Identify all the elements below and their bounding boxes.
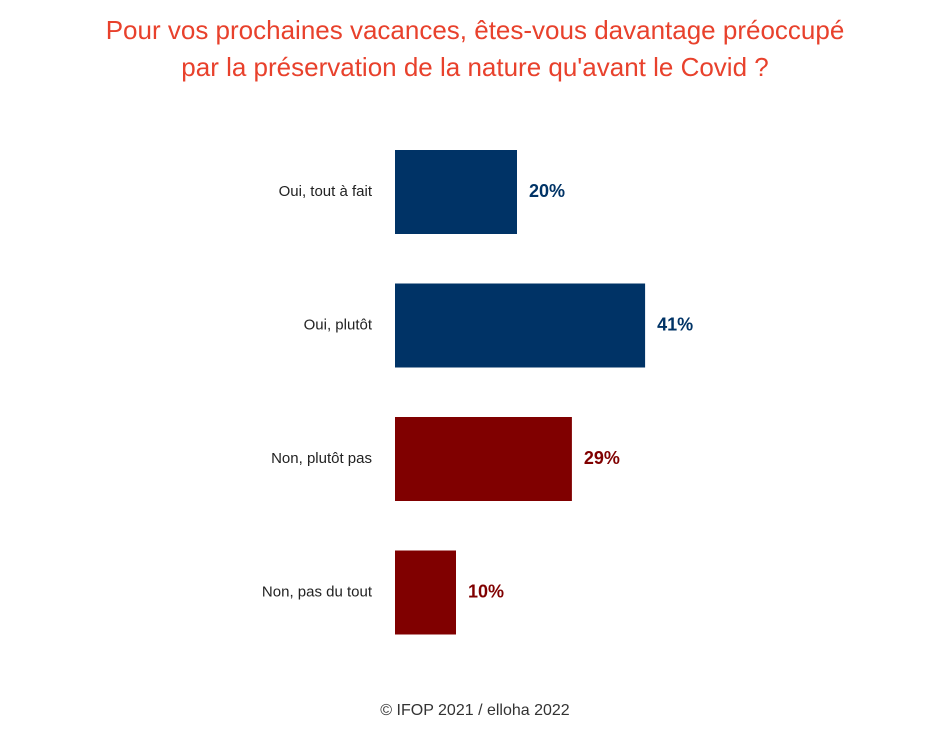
chart-title: Pour vos prochaines vacances, êtes-vous … xyxy=(0,12,950,86)
category-label-3: Non, plutôt pas xyxy=(271,450,372,467)
category-label-2: Oui, plutôt xyxy=(304,316,373,333)
value-label-4: 10% xyxy=(468,581,504,601)
chart-title-line-1: Pour vos prochaines vacances, êtes-vous … xyxy=(105,15,845,45)
value-label-2: 41% xyxy=(657,314,693,334)
chart-title-line-2: par la préservation de la nature qu'avan… xyxy=(181,52,769,82)
bar-3 xyxy=(395,417,572,501)
value-label-1: 20% xyxy=(529,181,565,201)
value-label-3: 29% xyxy=(584,448,620,468)
source-credit: © IFOP 2021 / elloha 2022 xyxy=(380,702,570,719)
bar-1 xyxy=(395,150,517,234)
category-label-1: Oui, tout à fait xyxy=(279,183,373,200)
bar-4 xyxy=(395,550,456,635)
category-label-4: Non, pas du tout xyxy=(262,583,373,600)
bar-2 xyxy=(395,283,646,368)
